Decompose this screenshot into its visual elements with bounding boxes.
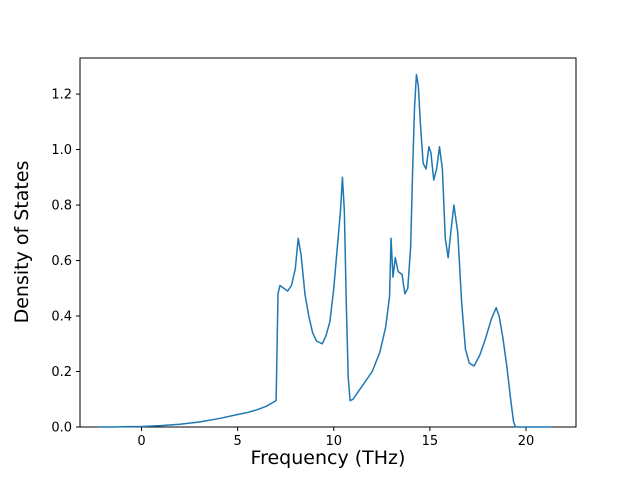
y-tick-label: 0.2 [51,365,72,380]
dos-curve [98,73,552,428]
x-axis-label: Frequency (THz) [251,447,406,469]
x-tick-label: 20 [518,434,535,449]
y-tick-label: 1.0 [51,143,72,158]
y-tick-label: 0.8 [51,199,72,214]
x-tick-label: 10 [325,434,342,449]
x-tick-label: 15 [422,434,439,449]
plot-border [79,57,577,428]
y-tick-label: 0.0 [51,421,72,436]
x-tick-label: 5 [234,434,242,449]
y-tick-label: 1.2 [51,88,72,103]
x-tick-label: 0 [137,434,145,449]
y-tick-label: 0.4 [51,310,72,325]
y-tick-label: 0.6 [51,254,72,269]
y-axis-label: Density of States [11,161,33,324]
plot-layer: 0 5 10 15 20 0.0 0.2 0.4 0.6 0.8 1.0 1.2 [51,57,577,449]
